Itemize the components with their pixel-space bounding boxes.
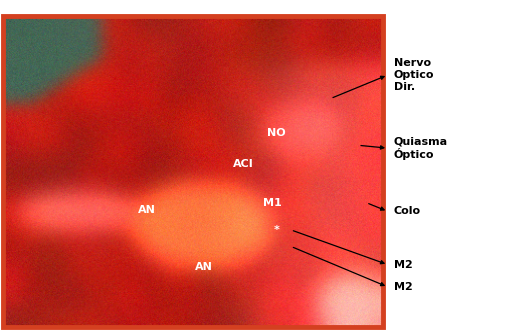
Text: ACI: ACI [233, 159, 254, 169]
Text: Colo: Colo [393, 206, 421, 216]
Text: *: * [274, 225, 280, 235]
Text: AN: AN [195, 262, 212, 272]
Text: AN: AN [138, 205, 156, 215]
Text: NO: NO [267, 128, 285, 138]
Text: Nervo
Optico
Dir.: Nervo Optico Dir. [393, 58, 434, 92]
Text: M1: M1 [264, 197, 282, 207]
Text: M2: M2 [393, 282, 412, 292]
Text: Quiasma
Óptico: Quiasma Óptico [393, 136, 448, 160]
Text: M2: M2 [393, 260, 412, 270]
